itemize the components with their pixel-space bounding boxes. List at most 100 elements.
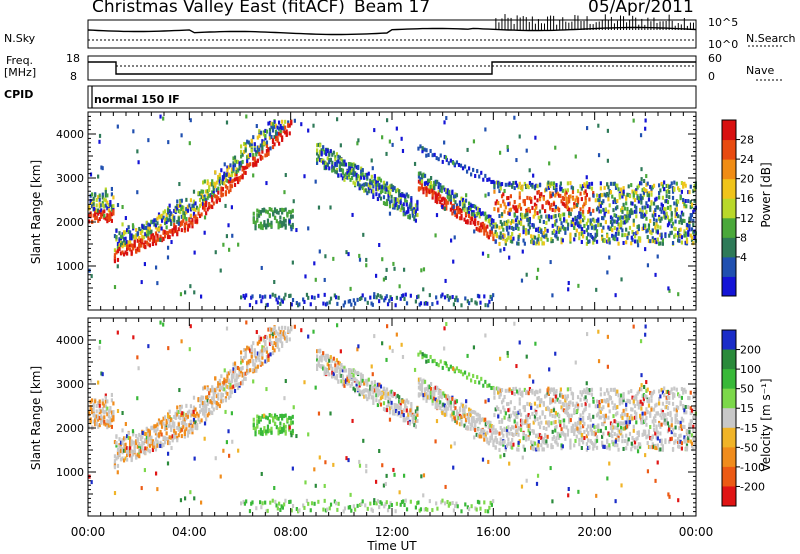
power-cell (250, 295, 253, 300)
power-cell (472, 220, 475, 225)
power-cell (492, 218, 495, 223)
power-cell (420, 185, 424, 190)
power-cell (664, 215, 667, 220)
velocity-cell (240, 350, 243, 355)
power-cell (451, 206, 454, 211)
power-cell (637, 183, 640, 188)
velocity-cell (257, 430, 261, 435)
velocity-cell (233, 388, 237, 393)
power-cell (666, 215, 670, 220)
velocity-cell (410, 403, 413, 408)
power-cell (550, 215, 553, 220)
power-cell (609, 226, 613, 231)
power-cell (461, 166, 465, 171)
power-cell (277, 225, 280, 230)
power-cell (143, 262, 146, 267)
velocity-cell (484, 432, 487, 437)
power-cell (443, 206, 447, 211)
power-cell (261, 208, 264, 213)
power-cell (556, 206, 559, 211)
velocity-cell (355, 379, 358, 384)
velocity-cell (261, 414, 264, 419)
power-cell (290, 227, 293, 232)
power-cell (620, 223, 623, 228)
power-cell (224, 173, 227, 178)
power-cell (451, 203, 454, 208)
power-cell (659, 241, 662, 246)
power-cell (486, 214, 489, 219)
power-cell (388, 184, 392, 189)
power-cell (534, 135, 537, 140)
velocity-cell (428, 390, 431, 395)
velocity-cell (246, 370, 249, 375)
power-cell (288, 131, 291, 136)
velocity-cell (217, 381, 220, 386)
power-cell (230, 179, 234, 184)
power-cell (583, 215, 586, 220)
velocity-cell (526, 414, 529, 419)
velocity-cell (423, 392, 427, 397)
velocity-cell (346, 381, 349, 386)
velocity-cell (554, 425, 557, 430)
power-cell (209, 193, 212, 198)
power-cell (126, 243, 129, 248)
power-cell (160, 226, 163, 231)
power-cell (417, 187, 421, 192)
power-cell (192, 203, 195, 208)
power-cell (142, 224, 145, 229)
power-cell (631, 229, 634, 234)
velocity-cell (379, 390, 383, 395)
power-cell (437, 157, 440, 162)
power-cell (576, 189, 580, 194)
power-cell (154, 231, 158, 236)
power-cell (483, 231, 486, 236)
power-cell (164, 234, 167, 239)
velocity-cell (281, 325, 284, 330)
power-cell (424, 301, 428, 306)
power-cell (458, 207, 462, 212)
power-cell (110, 192, 113, 197)
power-cell (537, 237, 540, 242)
velocity-cell (289, 420, 293, 425)
velocity-cell (150, 440, 153, 445)
velocity-cell (376, 403, 379, 408)
power-cell (275, 210, 278, 215)
velocity-cell (138, 454, 141, 459)
velocity-cell (437, 396, 440, 401)
power-cell (358, 183, 361, 188)
power-cell (571, 196, 575, 201)
velocity-cell (284, 424, 287, 429)
power-cell (478, 214, 481, 219)
velocity-cell (100, 414, 103, 419)
power-cell (106, 219, 109, 224)
power-cell (506, 144, 509, 149)
power-cell (582, 212, 585, 217)
power-cell (531, 240, 534, 245)
power-cell (536, 211, 539, 216)
power-cell (651, 213, 654, 218)
power-cell (680, 189, 683, 194)
power-cell (154, 218, 158, 223)
velocity-cell (276, 341, 279, 346)
velocity-cell (533, 408, 537, 413)
power-cell (500, 212, 504, 217)
velocity-cell (332, 372, 335, 377)
velocity-cell (452, 403, 455, 408)
power-cell (565, 197, 568, 202)
power-cell (272, 122, 275, 127)
velocity-cell (167, 424, 170, 429)
power-cell (168, 203, 171, 208)
power-cell (335, 295, 338, 300)
velocity-cell (202, 395, 205, 400)
velocity-cell (541, 439, 544, 444)
velocity-cell (587, 424, 590, 429)
power-cell (276, 138, 279, 143)
power-cell (646, 204, 649, 209)
power-cell (385, 187, 389, 192)
velocity-cell (552, 392, 556, 397)
power-cell (256, 135, 259, 140)
velocity-cell (587, 416, 590, 421)
velocity-cell (585, 387, 588, 392)
power-cell (132, 234, 135, 239)
velocity-cell (571, 402, 575, 407)
